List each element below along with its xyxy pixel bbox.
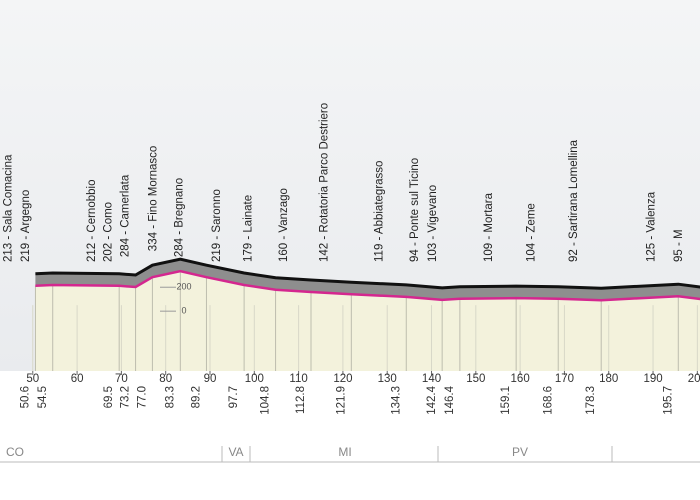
km-marker-label: 50.6	[19, 386, 31, 408]
terrain-fill	[35, 271, 700, 371]
profile-top	[35, 257, 700, 290]
x-tick-label: 90	[204, 373, 217, 385]
x-tick-label: 120	[333, 373, 352, 385]
province-label: PV	[512, 445, 528, 459]
x-tick-label: 60	[71, 373, 84, 385]
waypoint-label: 334 - Fino Mornasco	[147, 146, 159, 251]
road-band	[35, 259, 700, 301]
km-marker-label: 73.2	[120, 386, 132, 408]
x-tick-label: 100	[245, 373, 264, 385]
x-tick-label: 150	[466, 373, 485, 385]
x-tick-label: 200	[688, 373, 700, 385]
x-tick-label: 130	[378, 373, 397, 385]
x-tick-label: 180	[599, 373, 618, 385]
province-label: VA	[228, 445, 243, 459]
waypoint-label: 212 - Cernobbio	[86, 180, 98, 262]
km-marker-label: 104.8	[260, 386, 272, 415]
km-marker-label: 97.7	[228, 386, 240, 408]
km-marker-label: 168.6	[542, 386, 554, 415]
waypoint-label: 213 - Sala Comacina	[2, 154, 14, 262]
km-marker-label: 134.3	[390, 386, 402, 415]
province-bar	[0, 446, 700, 462]
waypoint-label: 94 - Ponte sul Ticino	[409, 158, 421, 262]
km-marker-label: 159.1	[500, 386, 512, 415]
province-label: CO	[6, 445, 24, 459]
waypoint-label: 202 - Como	[103, 202, 115, 262]
x-tick-label: 140	[422, 373, 441, 385]
km-marker-label: 142.4	[426, 385, 438, 414]
km-marker-label: 83.3	[164, 386, 176, 408]
waypoint-label: 92 - Sartirana Lomellina	[568, 139, 580, 262]
elevation-line	[35, 269, 700, 302]
province-label: MI	[338, 445, 351, 459]
waypoint-label: 103 - Vigevano	[427, 185, 439, 262]
x-tick-label: 80	[159, 373, 172, 385]
km-marker-label: 89.2	[190, 386, 202, 408]
x-tick-label: 70	[115, 373, 128, 385]
waypoint-label: 284 - Camerlata	[119, 174, 131, 257]
km-marker-label: 146.4	[444, 385, 456, 414]
y-tick-label: 200	[176, 282, 191, 292]
x-tick-label: 190	[643, 373, 662, 385]
waypoint-label: 142 - Rotatoria Parco Destriero	[318, 103, 330, 262]
km-marker-label: 178.3	[585, 386, 597, 415]
waypoint-label: 219 - Saronno	[211, 189, 223, 262]
km-marker-label: 121.9	[335, 386, 347, 415]
x-tick-label: 160	[511, 373, 530, 385]
y-tick-label: 0	[181, 306, 186, 316]
waypoint-label: 119 - Abbiategrasso	[373, 161, 385, 262]
km-marker-label: 54.5	[37, 386, 49, 408]
waypoint-label: 160 - Vanzago	[278, 188, 290, 262]
x-tick-label: 170	[555, 373, 574, 385]
waypoint-label: 95 - M	[673, 229, 685, 262]
km-marker-label: 195.7	[662, 386, 674, 415]
km-marker-label: 77.0	[136, 386, 148, 408]
waypoint-label: 104 - Zeme	[525, 203, 537, 262]
x-tick-label: 50	[26, 373, 39, 385]
x-tick-label: 110	[289, 373, 307, 385]
km-marker-label: 69.5	[103, 386, 115, 408]
waypoint-label: 284 - Bregnano	[173, 178, 185, 257]
km-marker-label: 112.8	[295, 386, 307, 414]
waypoint-label: 179 - Lainate	[243, 195, 255, 262]
waypoint-label: 125 - Valenza	[645, 191, 657, 262]
waypoint-label: 219 - Argegno	[20, 190, 32, 262]
waypoint-label: 109 - Mortara	[483, 192, 495, 262]
